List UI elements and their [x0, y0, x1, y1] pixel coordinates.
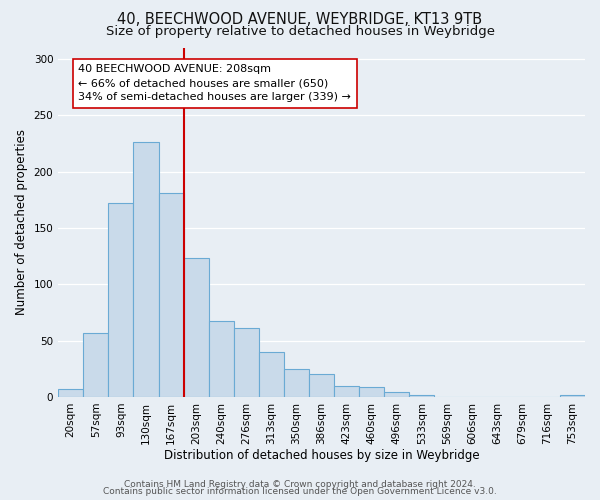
Bar — [158, 193, 184, 397]
Bar — [409, 394, 434, 397]
Bar — [209, 322, 234, 397]
Bar — [309, 374, 334, 397]
Y-axis label: Number of detached properties: Number of detached properties — [15, 129, 28, 315]
Bar — [234, 328, 259, 397]
Bar — [58, 389, 83, 397]
Bar — [284, 369, 309, 397]
X-axis label: Distribution of detached houses by size in Weybridge: Distribution of detached houses by size … — [164, 450, 479, 462]
Bar — [109, 203, 133, 397]
Text: 40, BEECHWOOD AVENUE, WEYBRIDGE, KT13 9TB: 40, BEECHWOOD AVENUE, WEYBRIDGE, KT13 9T… — [118, 12, 482, 28]
Bar — [184, 258, 209, 397]
Bar — [359, 387, 385, 397]
Bar — [385, 392, 409, 397]
Text: Contains public sector information licensed under the Open Government Licence v3: Contains public sector information licen… — [103, 488, 497, 496]
Bar — [83, 332, 109, 397]
Bar — [334, 386, 359, 397]
Bar — [560, 394, 585, 397]
Bar — [133, 142, 158, 397]
Text: 40 BEECHWOOD AVENUE: 208sqm
← 66% of detached houses are smaller (650)
34% of se: 40 BEECHWOOD AVENUE: 208sqm ← 66% of det… — [78, 64, 351, 102]
Text: Size of property relative to detached houses in Weybridge: Size of property relative to detached ho… — [106, 25, 494, 38]
Text: Contains HM Land Registry data © Crown copyright and database right 2024.: Contains HM Land Registry data © Crown c… — [124, 480, 476, 489]
Bar — [259, 352, 284, 397]
